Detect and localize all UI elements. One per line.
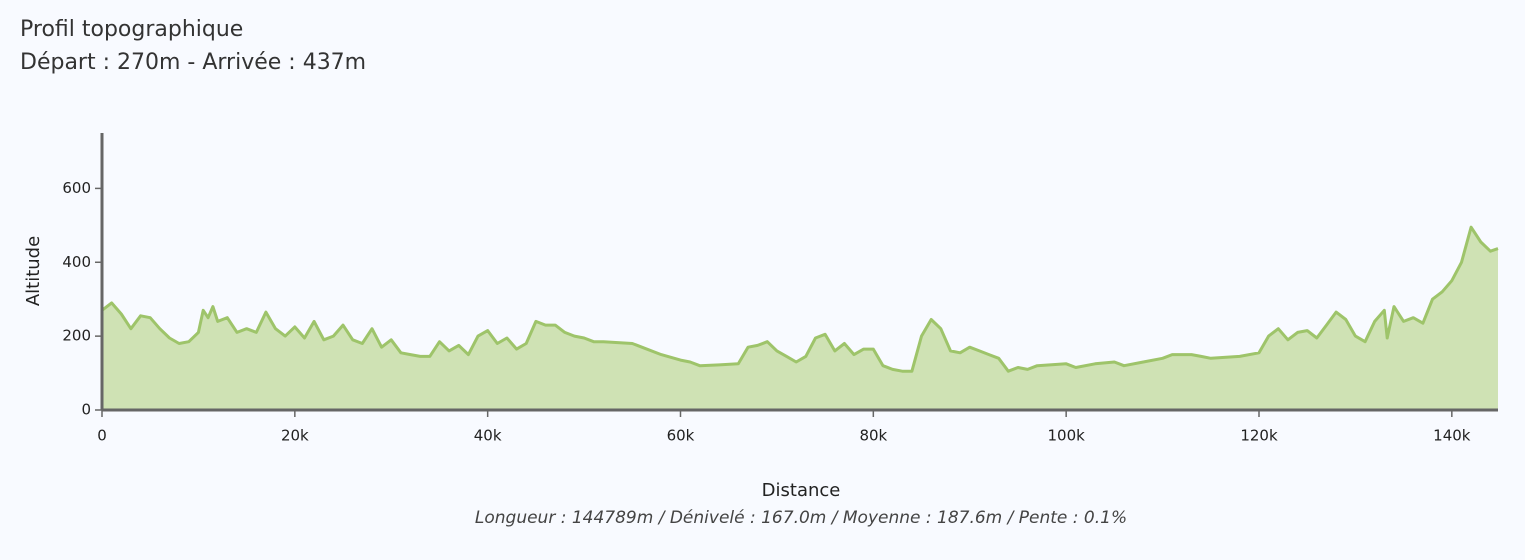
x-tick-label: 80k [859,427,887,445]
y-tick-label: 0 [81,401,91,419]
x-tick-label: 140k [1433,427,1471,445]
x-tick-label: 40k [474,427,502,445]
profile-line [101,225,1499,373]
y-axis-title: Altitude [23,236,44,306]
x-tick-label: 100k [1047,427,1085,445]
y-tick-label: 200 [62,327,91,345]
y-tick-label: 600 [62,179,91,197]
chart-title: Profil topographique [20,17,243,42]
y-tick-label: 400 [62,253,91,271]
x-tick-label: 0 [97,427,107,445]
x-tick-label: 120k [1240,427,1278,445]
chart-subtitle: Départ : 270m - Arrivée : 437m [20,50,366,75]
x-tick-label: 60k [667,427,695,445]
x-axis-title: Distance [762,480,841,501]
x-tick-label: 20k [281,427,309,445]
stats-footer: Longueur : 144789m / Dénivelé : 167.0m /… [475,508,1127,528]
area-fill [102,227,1498,410]
